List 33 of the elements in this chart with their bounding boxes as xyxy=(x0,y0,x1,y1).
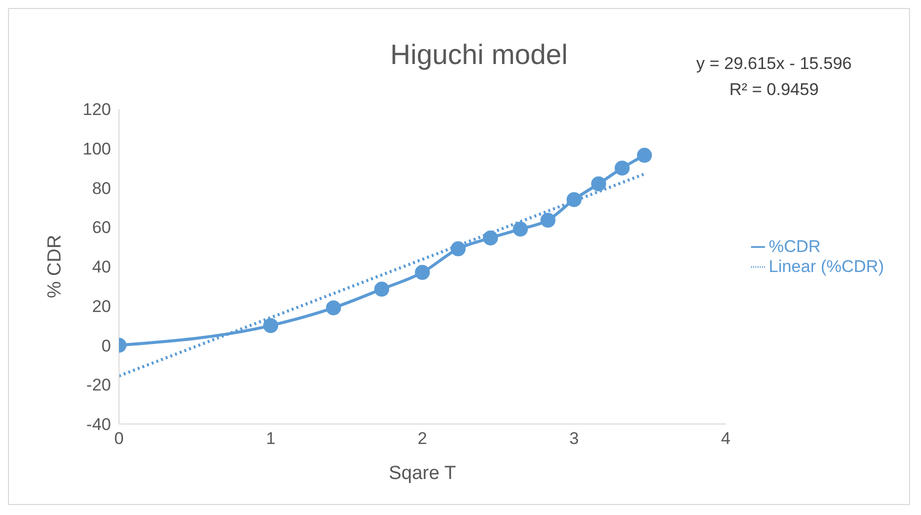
y-tick-label: 40 xyxy=(92,258,111,277)
y-tick-label: 100 xyxy=(82,139,111,158)
text: R² = 0.9459 xyxy=(728,79,820,101)
y-axis-title: % CDR xyxy=(44,234,66,298)
point xyxy=(566,192,582,208)
point xyxy=(614,160,630,176)
point xyxy=(374,282,390,297)
point xyxy=(263,318,278,334)
point xyxy=(540,212,556,228)
y-tick-label: -20 xyxy=(86,376,111,395)
text: y = 29.615x - 15.596 xyxy=(695,53,853,75)
point xyxy=(326,300,341,316)
legend-label: %CDR xyxy=(768,236,821,256)
x-tick-label: 4 xyxy=(721,429,730,448)
y-tick-label: 60 xyxy=(92,218,111,238)
y-tick-label: 0 xyxy=(102,336,111,356)
y-tick-label: 20 xyxy=(92,296,111,316)
point xyxy=(636,148,652,163)
x-tick-label: 2 xyxy=(418,429,428,448)
x-tick-label: 3 xyxy=(569,429,579,448)
chart-title: Higuchi model xyxy=(390,39,568,70)
y-tick-label: 80 xyxy=(92,178,111,198)
point xyxy=(414,264,430,280)
point xyxy=(591,176,606,192)
y-tick-label: 120 xyxy=(82,100,111,120)
point xyxy=(450,241,466,256)
x-axis-title: Sqare T xyxy=(388,463,456,484)
legend-label: Linear (%CDR) xyxy=(768,256,884,276)
point xyxy=(512,222,528,237)
point xyxy=(482,230,498,246)
y-tick-label: -40 xyxy=(86,415,111,434)
x-tick-label: 1 xyxy=(266,429,276,448)
x-tick-label: 0 xyxy=(114,429,124,448)
